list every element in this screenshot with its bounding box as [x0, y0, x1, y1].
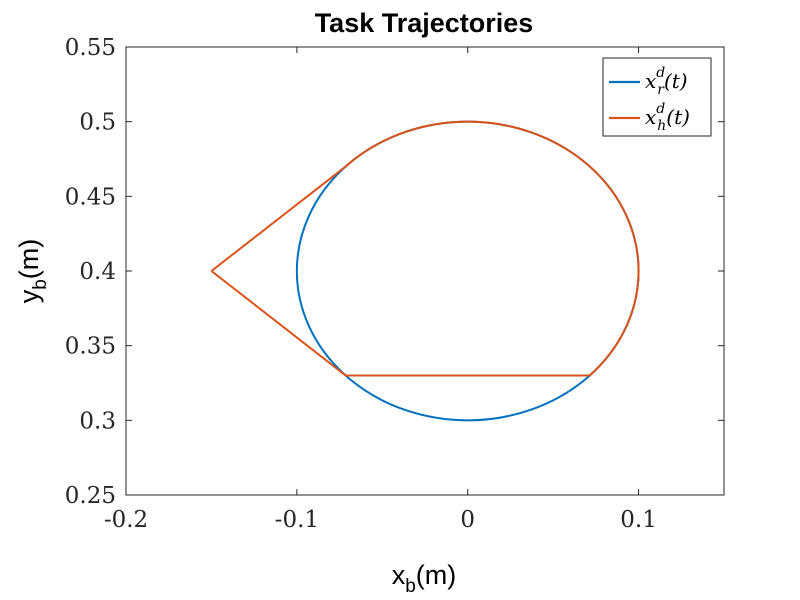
x-axis-label: xb(m): [392, 560, 457, 597]
y-tick-label: 0.25: [65, 483, 116, 509]
y-axis-label: yb(m): [14, 239, 51, 304]
series-xh-line: [210, 120, 640, 377]
legend-box: [602, 57, 712, 137]
y-tick-label: 0.5: [79, 110, 116, 136]
y-tick-label: 0.55: [65, 35, 116, 61]
chart-title: Task Trajectories: [315, 8, 534, 38]
series-layer: [210, 120, 640, 422]
x-tick-label: -0.1: [275, 507, 319, 533]
y-tick-label: 0.3: [79, 408, 116, 434]
x-axis-ticks: -0.2 -0.1 0 0.1: [104, 47, 657, 533]
y-tick-label: 0.35: [65, 334, 116, 360]
x-tick-label: -0.2: [104, 507, 148, 533]
legend-entry-xh: xd h(t): [645, 101, 690, 134]
legend-entry-xr: xd r(t): [645, 65, 688, 98]
y-tick-label: 0.45: [65, 184, 116, 210]
y-axis-ticks: 0.25 0.3 0.35 0.4 0.45 0.5 0.55: [65, 35, 724, 509]
x-tick-label: 0.1: [620, 507, 657, 533]
legend: xd r(t) xd h(t): [602, 57, 712, 137]
x-tick-label: 0: [460, 507, 475, 533]
y-tick-label: 0.4: [79, 259, 116, 285]
